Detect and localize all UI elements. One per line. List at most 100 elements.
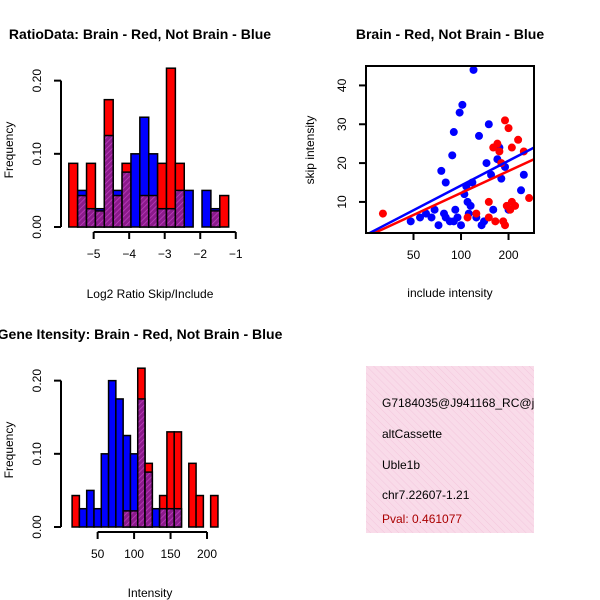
ratio-histogram-overlap-bar xyxy=(139,194,150,228)
not-brain-point xyxy=(430,205,439,214)
brain-point xyxy=(504,124,513,133)
not-brain-point xyxy=(427,213,436,222)
not-brain-point xyxy=(416,213,425,222)
intensity-histogram-overlap-bar xyxy=(166,507,175,528)
scatter-x-tick-label: 50 xyxy=(407,248,421,262)
brain-point xyxy=(484,197,493,206)
brain-point xyxy=(501,221,510,230)
info-gene: Uble1b xyxy=(382,458,420,472)
intensity-histogram-panel: Gene Itensity: Brain - Red, Not Brain - … xyxy=(0,326,283,600)
scatter-ylabel: skip intensity xyxy=(303,116,317,185)
intensity-histogram-y-tick-label: 0.20 xyxy=(30,369,44,393)
ratio-histogram-overlap-bar xyxy=(174,189,186,228)
intensity-histogram-bar xyxy=(107,379,117,528)
ratio-histogram-overlap-bar xyxy=(112,194,123,228)
brain-fit-line xyxy=(371,158,534,233)
not-brain-point xyxy=(453,213,462,222)
not-brain-point xyxy=(437,166,446,175)
intensity-histogram-x-tick-label: 200 xyxy=(197,547,217,561)
not-brain-point xyxy=(466,201,475,210)
brain-point xyxy=(463,213,472,222)
intensity-histogram-overlap-bar xyxy=(136,398,146,528)
ratio-histogram-overlap-bar xyxy=(103,134,114,228)
brain-point xyxy=(378,209,387,218)
info-probe-id: G7184035@J941168_RC@j_at xyxy=(382,396,552,410)
ratio-histogram-x-tick-label: −4 xyxy=(122,247,136,261)
brain-point xyxy=(472,209,481,218)
scatter-x-tick-label: 200 xyxy=(499,248,519,262)
scatter-y-tick-label: 10 xyxy=(335,195,349,209)
intensity-histogram-bar xyxy=(100,453,110,528)
intensity-histogram-x-tick-label: 100 xyxy=(124,547,144,561)
scatter-axes: 50 100 200 10 20 30 40 xyxy=(335,78,519,262)
ratio-histogram-title: RatioData: Brain - Red, Not Brain - Blue xyxy=(9,26,271,42)
intensity-histogram-y-tick-label: 0.10 xyxy=(30,442,44,466)
ratio-histogram-panel: RatioData: Brain - Red, Not Brain - Blue… xyxy=(2,26,271,301)
intensity-histogram-overlap-bar xyxy=(122,510,132,528)
scatter-y-tick-label: 40 xyxy=(335,78,349,92)
info-panel: G7184035@J941168_RC@j_at altCassette Ubl… xyxy=(366,366,552,533)
scatter-panel: Brain - Red, Not Brain - Blue 50 100 200 10… xyxy=(303,26,544,300)
not-brain-point xyxy=(475,131,484,140)
not-brain-point xyxy=(497,174,506,183)
brain-point xyxy=(511,201,520,210)
ratio-histogram-x-tick-label: −5 xyxy=(87,247,101,261)
ratio-histogram-xlabel: Log2 Ratio Skip/Include xyxy=(87,287,214,301)
ratio-histogram-x-tick-label: −3 xyxy=(158,247,172,261)
intensity-histogram-bar xyxy=(85,489,95,528)
ratio-histogram-overlap-bar xyxy=(210,210,221,228)
brain-point xyxy=(525,194,534,203)
not-brain-point xyxy=(482,159,491,168)
intensity-histogram-bar xyxy=(93,507,103,528)
not-brain-point xyxy=(434,221,443,230)
ratio-histogram-overlap-bar xyxy=(147,194,159,228)
intensity-histogram-overlap-bar xyxy=(158,507,168,528)
intensity-histogram-bar xyxy=(188,462,197,528)
ratio-histogram-bars xyxy=(68,67,230,228)
intensity-histogram-title: Gene Itensity: Brain - Red, Not Brain - … xyxy=(0,326,283,342)
not-brain-fit-line xyxy=(367,146,534,233)
not-brain-point xyxy=(517,186,526,195)
brain-point xyxy=(491,217,500,226)
ratio-histogram-bar xyxy=(165,67,177,228)
ratio-histogram-bar xyxy=(130,153,141,228)
brain-point xyxy=(514,135,523,144)
scatter-frame xyxy=(365,65,535,234)
not-brain-point xyxy=(448,151,457,160)
ratio-histogram-y-tick-label: 0.10 xyxy=(30,142,44,166)
not-brain-point xyxy=(406,217,415,226)
not-brain-point xyxy=(449,128,458,137)
not-brain-point xyxy=(489,205,498,214)
info-pval: Pval: 0.461077 xyxy=(382,512,462,526)
ratio-histogram-overlap-bar xyxy=(94,210,106,228)
ratio-histogram-overlap-bar xyxy=(121,171,132,228)
info-panel-background xyxy=(366,366,534,533)
brain-point xyxy=(501,116,510,125)
intensity-histogram-bar xyxy=(115,398,124,528)
ratio-histogram-bar xyxy=(219,194,230,228)
not-brain-point xyxy=(441,178,450,187)
intensity-histogram-bar xyxy=(78,507,88,528)
intensity-histogram-bar xyxy=(209,494,219,528)
intensity-histogram-overlap-bar xyxy=(129,510,139,528)
ratio-histogram-overlap-bar xyxy=(165,207,177,228)
scatter-y-tick-label: 20 xyxy=(335,156,349,170)
intensity-histogram-overlap-bar xyxy=(144,471,154,528)
ratio-histogram-bar xyxy=(201,189,212,228)
scatter-y-tick-label: 30 xyxy=(335,117,349,131)
not-brain-point xyxy=(457,221,466,230)
brain-point xyxy=(493,139,502,148)
intensity-histogram-y-tick-label: 0.00 xyxy=(30,515,44,539)
not-brain-point xyxy=(484,120,493,129)
intensity-histogram-x-tick-label: 50 xyxy=(91,547,105,561)
intensity-histogram-x-tick-label: 150 xyxy=(161,547,181,561)
scatter-xlabel: include intensity xyxy=(407,286,492,300)
not-brain-point xyxy=(469,66,478,74)
intensity-histogram-ylabel: Frequency xyxy=(2,422,16,479)
scatter-points xyxy=(367,66,534,233)
brain-point xyxy=(495,147,504,156)
ratio-histogram-ylabel: Frequency xyxy=(2,122,16,179)
scatter-x-tick-label: 100 xyxy=(451,248,471,262)
brain-point xyxy=(484,213,493,222)
